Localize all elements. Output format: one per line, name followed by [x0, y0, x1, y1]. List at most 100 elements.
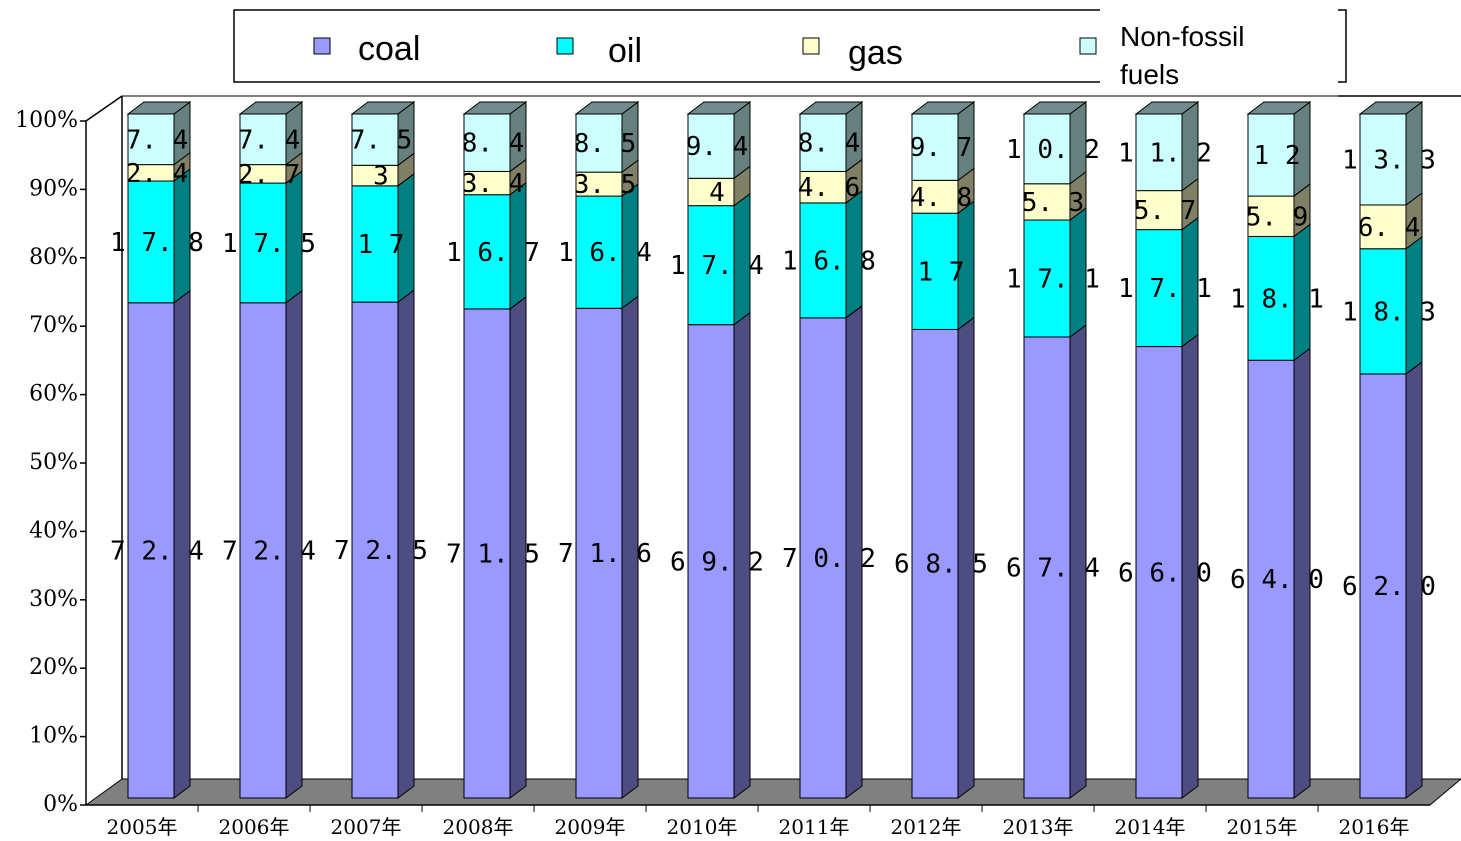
bar-segment-gas	[1359, 204, 1407, 250]
legend: coal oil gas Non-fossil fuels	[233, 9, 1461, 97]
data-label-non-fossil-fuels: 7. 4	[126, 125, 189, 155]
data-label-gas: 6. 4	[1358, 213, 1421, 243]
bar-segment-non-fossil-fuels	[1023, 113, 1071, 185]
data-label-coal: 6 2. 0	[1342, 572, 1436, 602]
bar-segment-oil	[239, 182, 287, 304]
data-label-non-fossil-fuels: 1 0. 2	[1006, 135, 1100, 165]
x-category-label: 2014年	[1115, 815, 1186, 839]
x-category-label: 2015年	[1227, 815, 1298, 839]
x-axis-categories: 2005年 2006年 2007年 2008年 2009年 2010年 2011年 2012年…	[107, 805, 1410, 839]
data-label-coal: 6 8. 5	[894, 550, 988, 580]
x-category-label: 2016年	[1339, 815, 1410, 839]
legend-label-nonfossil-line1: Non-fossil	[1120, 21, 1244, 52]
data-label-oil: 1 6. 8	[782, 246, 876, 276]
y-tick-label: 10%	[29, 724, 78, 749]
y-tick-label: 40%	[29, 518, 78, 543]
data-label-gas: 4. 8	[910, 183, 973, 213]
data-label-coal: 7 1. 6	[558, 539, 652, 569]
data-label-oil: 1 7. 4	[670, 251, 764, 281]
data-label-non-fossil-fuels: 9. 7	[910, 133, 973, 163]
bar-top-face	[1246, 101, 1312, 115]
bar-segment-gas	[1135, 190, 1183, 231]
data-label-oil: 1 7. 8	[110, 228, 204, 258]
x-category-label: 2013年	[1003, 815, 1074, 839]
data-label-non-fossil-fuels: 9. 4	[686, 132, 749, 162]
bar-segment-oil	[687, 205, 735, 326]
x-category-label: 2009年	[555, 815, 626, 839]
y-tick-label: 70%	[29, 313, 78, 338]
bar-segment-oil	[799, 202, 847, 319]
data-label-non-fossil-fuels: 8. 4	[462, 129, 525, 159]
bar-segment-coal	[1359, 373, 1407, 799]
x-category-label: 2010年	[667, 815, 738, 839]
x-category-label: 2005年	[107, 815, 178, 839]
x-category-label: 2007年	[331, 815, 402, 839]
bar-top-face	[238, 101, 304, 115]
y-tick-label: 80%	[29, 245, 78, 270]
data-label-coal: 6 9. 2	[670, 547, 764, 577]
data-label-non-fossil-fuels: 1 2	[1254, 141, 1301, 171]
data-label-oil: 1 7	[358, 230, 405, 260]
bar-top-face	[1358, 101, 1424, 115]
legend-label-coal: coal	[358, 30, 420, 68]
data-label-oil: 1 6. 4	[558, 238, 652, 268]
bar-segment-oil	[127, 180, 175, 304]
data-label-oil: 1 6. 7	[446, 238, 540, 268]
data-label-gas: 3. 4	[462, 169, 525, 199]
y-tick-label: 20%	[29, 655, 78, 680]
legend-label-gas: gas	[848, 34, 903, 72]
data-label-gas: 2. 7	[238, 160, 301, 190]
bar-segment-coal	[351, 301, 399, 799]
bar-segment-oil	[1247, 235, 1295, 361]
data-label-oil: 1 7. 1	[1118, 274, 1212, 304]
data-label-gas: 5. 9	[1246, 202, 1309, 232]
bar-top-face	[910, 101, 976, 115]
data-label-non-fossil-fuels: 1 3. 3	[1342, 145, 1436, 175]
bar-top-face	[798, 101, 864, 115]
data-label-coal: 7 2. 5	[334, 536, 428, 566]
bar-segment-coal	[687, 324, 735, 799]
data-label-oil: 1 7	[918, 257, 965, 287]
y-tick-label: 30%	[29, 587, 78, 612]
data-labels: 7 2. 4 1 7. 8 2. 4 7. 4 7 2. 4 1 7. 5 2. 7 7. 4…	[110, 125, 1436, 602]
y-tick-label: 50%	[29, 450, 78, 475]
legend-swatch-gas	[802, 37, 820, 55]
bar-segment-coal	[1023, 336, 1071, 799]
bar-segment-coal	[239, 302, 287, 799]
legend-swatch-coal	[313, 37, 331, 55]
data-label-oil: 1 7. 5	[222, 229, 316, 259]
data-label-non-fossil-fuels: 7. 4	[238, 125, 301, 155]
data-label-gas: 5. 3	[1022, 188, 1085, 218]
bars	[126, 101, 1424, 799]
data-label-coal: 7 0. 2	[782, 544, 876, 574]
data-label-coal: 6 6. 0	[1118, 558, 1212, 588]
data-label-coal: 7 2. 4	[222, 536, 316, 566]
data-label-coal: 7 1. 5	[446, 539, 540, 569]
legend-border-right	[1338, 9, 1347, 83]
data-label-gas: 3	[373, 162, 389, 192]
bar-top-face	[686, 101, 752, 115]
data-label-gas: 4. 6	[798, 173, 861, 203]
bar-segment-non-fossil-fuels	[127, 113, 175, 166]
bar-segment-gas	[687, 177, 735, 207]
bar-segment-gas	[799, 170, 847, 204]
side-wall-top	[85, 95, 123, 122]
bar-segment-coal	[1247, 359, 1295, 799]
data-label-coal: 7 2. 4	[110, 536, 204, 566]
bar-top-face	[1022, 101, 1088, 115]
legend-swatch-nonfossil	[1079, 37, 1097, 55]
bar-top-face	[462, 101, 528, 115]
data-label-gas: 5. 7	[1134, 196, 1197, 226]
y-axis-ticks: 0% 10% 20% 30% 40% 50% 60% 70% 80% 90% 100%	[15, 108, 86, 817]
data-label-coal: 6 4. 0	[1230, 565, 1324, 595]
data-label-non-fossil-fuels: 8. 5	[574, 129, 637, 159]
data-label-oil: 1 8. 1	[1230, 284, 1324, 314]
bar-top-face	[574, 101, 640, 115]
bar-segment-coal	[127, 302, 175, 799]
x-category-label: 2011年	[779, 815, 850, 839]
data-label-non-fossil-fuels: 8. 4	[798, 129, 861, 159]
legend-swatch-oil	[556, 37, 574, 55]
data-label-oil: 1 7. 1	[1006, 265, 1100, 295]
bar-top-face	[1134, 101, 1200, 115]
